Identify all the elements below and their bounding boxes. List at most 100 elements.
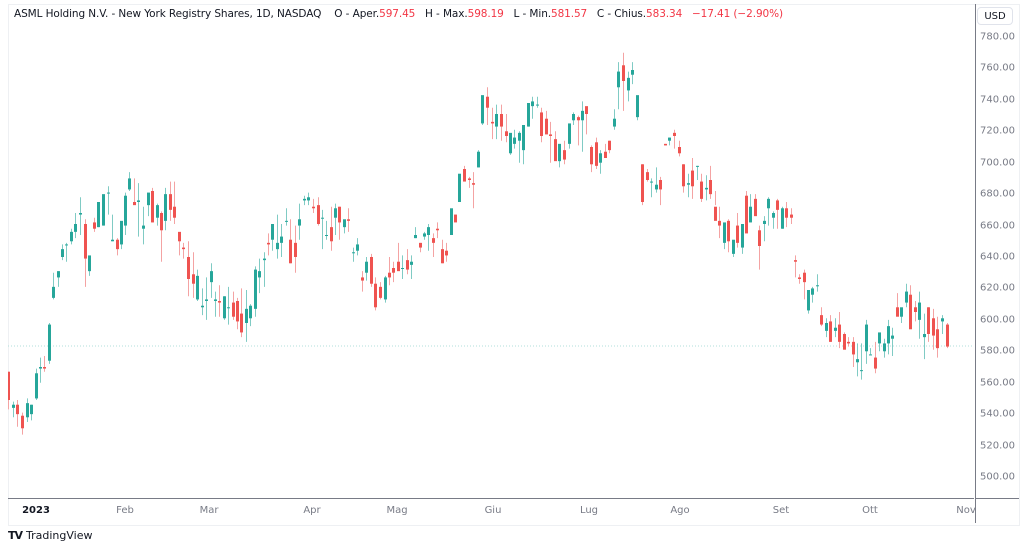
candle bbox=[263, 252, 266, 287]
candle bbox=[874, 341, 877, 374]
candle bbox=[128, 172, 131, 191]
candle bbox=[361, 271, 364, 292]
candle bbox=[116, 238, 119, 256]
candle bbox=[218, 285, 221, 317]
candlestick-series bbox=[8, 52, 974, 435]
candle bbox=[397, 242, 400, 272]
candle bbox=[160, 211, 163, 262]
price-tick-label: 660.00 bbox=[980, 220, 1015, 232]
candle bbox=[276, 214, 279, 259]
candle bbox=[856, 343, 859, 377]
candle bbox=[776, 198, 779, 229]
candle bbox=[74, 213, 77, 239]
candle bbox=[370, 253, 373, 287]
candle bbox=[718, 206, 721, 239]
candle bbox=[48, 323, 51, 364]
candle bbox=[709, 165, 712, 199]
candle bbox=[133, 178, 136, 206]
candle bbox=[164, 187, 167, 231]
price-tick-label: 740.00 bbox=[980, 94, 1015, 106]
candle bbox=[232, 291, 235, 320]
time-tick-label: Mag bbox=[386, 505, 408, 516]
candle bbox=[178, 231, 181, 256]
candle bbox=[595, 137, 598, 169]
candle bbox=[151, 187, 154, 223]
candle bbox=[384, 275, 387, 303]
candle bbox=[79, 197, 82, 235]
tradingview-brand[interactable]: TV TradingView bbox=[8, 529, 93, 542]
currency-button[interactable]: USD bbox=[977, 7, 1013, 25]
candle bbox=[918, 291, 921, 339]
candle bbox=[267, 233, 270, 256]
candle bbox=[617, 62, 620, 110]
candle bbox=[205, 277, 208, 320]
candle bbox=[137, 183, 140, 237]
candle bbox=[714, 191, 717, 221]
close-value: 583.34 bbox=[646, 8, 683, 20]
candle bbox=[878, 332, 881, 352]
candle bbox=[767, 197, 770, 226]
candle bbox=[317, 197, 320, 226]
time-tick-label: Ott bbox=[862, 505, 878, 516]
candle bbox=[423, 231, 426, 240]
candle bbox=[883, 338, 886, 358]
candle bbox=[334, 203, 337, 235]
candle bbox=[414, 227, 417, 239]
candle bbox=[481, 95, 484, 125]
candle bbox=[65, 242, 68, 262]
candle bbox=[30, 404, 33, 421]
candle bbox=[696, 165, 699, 180]
candle bbox=[120, 220, 123, 250]
candle bbox=[869, 348, 872, 356]
candle bbox=[843, 332, 846, 350]
candle bbox=[936, 316, 939, 358]
candle bbox=[732, 239, 735, 257]
candle bbox=[303, 195, 306, 206]
candle bbox=[723, 222, 726, 250]
price-tick-label: 560.00 bbox=[980, 377, 1015, 389]
candle bbox=[834, 318, 837, 338]
candle bbox=[682, 164, 685, 193]
time-tick-label: Set bbox=[772, 505, 790, 516]
candle bbox=[124, 192, 127, 235]
price-axis[interactable]: 780.00 760.00 740.00 720.00 700.00 680.00 660.… bbox=[975, 4, 1019, 498]
candle bbox=[343, 219, 346, 234]
candle bbox=[445, 242, 448, 262]
candle bbox=[650, 178, 653, 198]
candle bbox=[838, 312, 841, 349]
candle bbox=[495, 104, 498, 140]
candle bbox=[419, 242, 422, 253]
time-tick-label: Lug bbox=[579, 505, 599, 516]
price-tick-label: 500.00 bbox=[980, 471, 1015, 483]
candle bbox=[325, 220, 328, 240]
candle bbox=[825, 318, 828, 338]
candle bbox=[749, 194, 752, 223]
price-tick-label: 540.00 bbox=[980, 408, 1015, 420]
candle bbox=[727, 219, 730, 253]
candle bbox=[111, 214, 114, 242]
candle bbox=[352, 247, 355, 262]
candle bbox=[829, 315, 832, 342]
candle bbox=[436, 222, 439, 239]
close-label: C - Chius. bbox=[596, 8, 647, 20]
candle bbox=[741, 224, 744, 254]
candle bbox=[271, 224, 274, 251]
candle bbox=[820, 307, 823, 327]
candle bbox=[577, 115, 580, 146]
candle bbox=[454, 214, 457, 223]
candle bbox=[289, 219, 292, 264]
candle bbox=[365, 257, 368, 281]
candle bbox=[807, 290, 810, 314]
candle bbox=[280, 224, 283, 257]
candle bbox=[604, 143, 607, 158]
candle bbox=[946, 323, 949, 349]
candle bbox=[84, 219, 87, 287]
price-plot[interactable] bbox=[8, 4, 974, 498]
time-axis[interactable]: 2023 Feb Mar Apr Mag Giu Lug Ago Set Ott Nov bbox=[8, 498, 976, 523]
candle bbox=[93, 217, 96, 232]
candle bbox=[223, 296, 226, 320]
candle bbox=[486, 87, 489, 125]
candle bbox=[613, 109, 616, 130]
candle bbox=[356, 238, 359, 256]
candle bbox=[182, 242, 185, 259]
